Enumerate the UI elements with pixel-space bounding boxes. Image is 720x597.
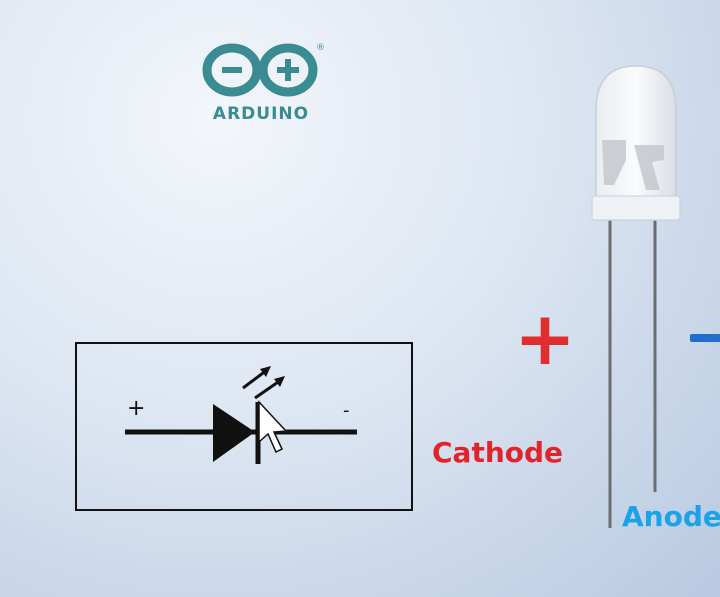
positive-sign: +	[514, 296, 577, 382]
arduino-infinity-icon: ®	[202, 43, 325, 97]
arduino-logo: ® ARDUINO	[200, 40, 325, 130]
schematic-plus-label: +	[127, 396, 146, 421]
led-schematic-box: + -	[75, 342, 413, 511]
cathode-label: Cathode	[432, 436, 564, 469]
negative-sign	[690, 334, 720, 342]
registered-mark: ®	[316, 43, 325, 53]
diode-triangle	[213, 404, 255, 462]
led-anvil	[602, 140, 626, 185]
led-post	[634, 145, 664, 190]
cursor-icon	[258, 400, 288, 454]
led-rim	[591, 195, 681, 221]
anode-label: Anode	[622, 500, 720, 533]
led-schematic-symbol	[125, 366, 357, 464]
led-dome	[595, 65, 677, 221]
schematic-minus-label: -	[343, 400, 350, 421]
arduino-wordmark: ARDUINO	[212, 104, 310, 124]
